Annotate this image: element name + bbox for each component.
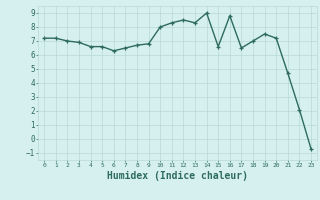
X-axis label: Humidex (Indice chaleur): Humidex (Indice chaleur) (107, 171, 248, 181)
